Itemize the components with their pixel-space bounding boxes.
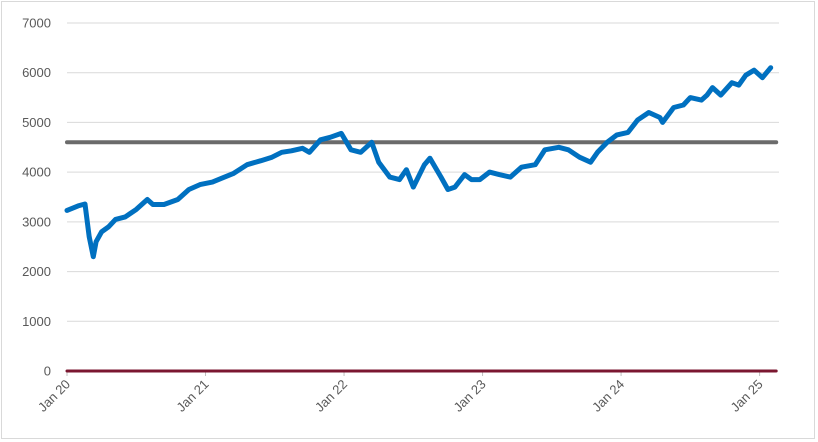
y-tick-label: 5000 xyxy=(22,115,51,130)
y-tick-label: 0 xyxy=(44,364,51,379)
y-tick-label: 1000 xyxy=(22,314,51,329)
index-line xyxy=(64,65,774,260)
x-tick-label: Jan 20 xyxy=(35,377,73,415)
series-lines xyxy=(64,65,779,373)
y-tick-label: 2000 xyxy=(22,264,51,279)
y-tick-label: 7000 xyxy=(22,16,51,31)
y-axis-tick-labels: 0 1000 2000 3000 4000 5000 6000 7000 xyxy=(22,16,51,379)
y-tick-label: 3000 xyxy=(22,214,51,229)
x-tick-label: Jan 24 xyxy=(589,377,627,415)
x-tick-label: Jan 23 xyxy=(450,377,488,415)
x-tick-label: Jan 21 xyxy=(173,377,211,415)
y-tick-label: 4000 xyxy=(22,165,51,180)
gridlines xyxy=(67,22,779,322)
x-tick-label: Jan 22 xyxy=(312,377,350,415)
x-tick-label: Jan 25 xyxy=(728,377,766,415)
y-tick-label: 6000 xyxy=(22,65,51,80)
x-axis-tick-labels: Jan 20 Jan 21 Jan 22 Jan 23 Jan 24 Jan 2… xyxy=(35,377,766,415)
